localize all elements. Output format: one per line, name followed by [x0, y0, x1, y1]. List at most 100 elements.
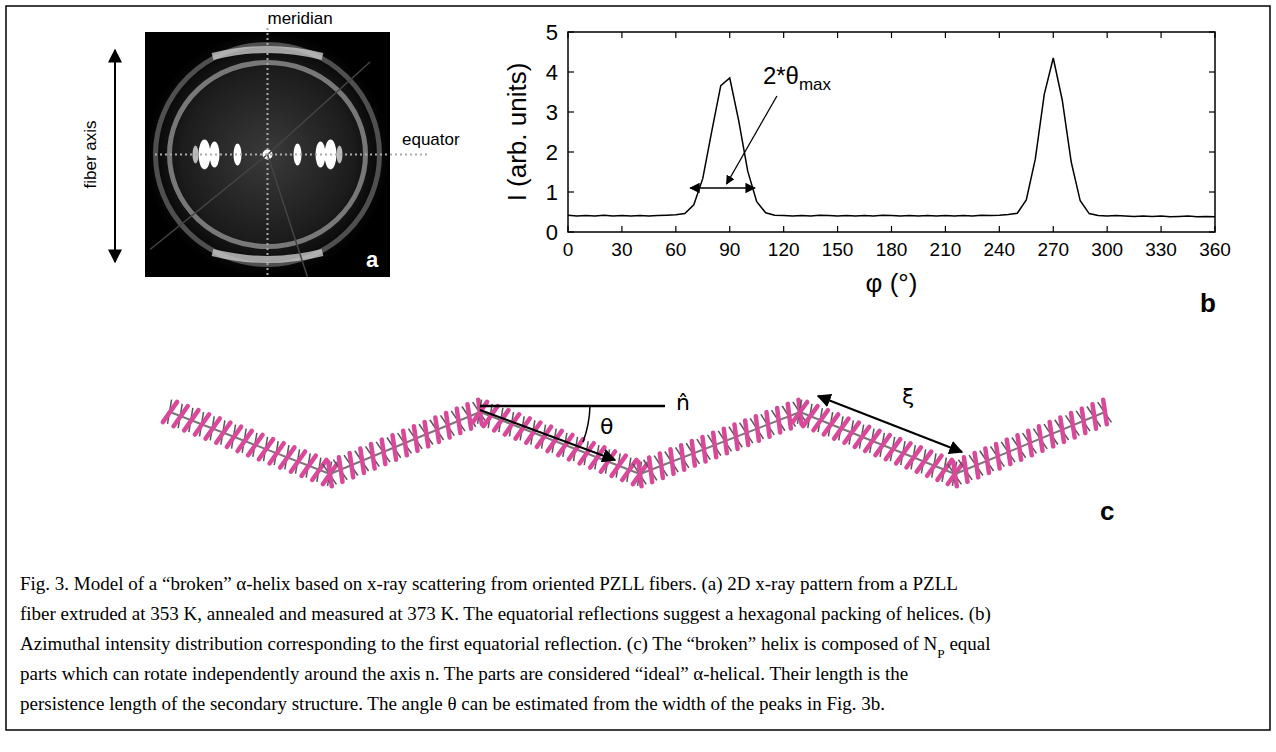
panel-letter: a: [366, 247, 379, 272]
y-tick-label: 3: [546, 100, 558, 125]
x-tick-label: 330: [1145, 239, 1177, 260]
x-tick: [999, 32, 1000, 38]
y-tick: [568, 191, 574, 192]
length-arrow: [818, 396, 962, 452]
helix-turn: [917, 452, 931, 472]
x-tick: [999, 226, 1000, 232]
helix-axis: [800, 412, 955, 474]
helix-turn: [724, 429, 727, 454]
caption-line: Azimuthal intensity distribution corresp…: [20, 633, 991, 661]
panel-letter: b: [1200, 288, 1216, 318]
caption-line: parts which can rotate independently aro…: [20, 663, 908, 684]
y-tick-label: 5: [546, 20, 558, 45]
helix-turn: [371, 444, 375, 468]
y-tick: [1209, 71, 1215, 72]
x-tick: [945, 32, 946, 38]
helix-turn: [1082, 409, 1086, 433]
angle-symbol: θ: [600, 414, 613, 439]
helix-turn: [713, 433, 716, 458]
helix-turn: [964, 457, 968, 481]
helix-turn: [280, 447, 294, 467]
helix-turn: [844, 423, 858, 443]
helix-turn: [195, 414, 209, 434]
helix-axis: [480, 412, 640, 474]
helix-turn: [906, 447, 920, 467]
helix-turn: [937, 460, 951, 480]
annotation-pointer: [727, 96, 777, 184]
x-tick: [729, 226, 730, 232]
helix-turn: [270, 443, 284, 463]
equator-line: [155, 154, 430, 156]
x-tick-label: 210: [930, 239, 962, 260]
annotation-text: 2*θmax: [763, 62, 832, 94]
x-tick-label: 30: [611, 239, 632, 260]
helix-turn: [590, 447, 604, 467]
helix-turn: [803, 406, 817, 426]
helix-turn: [414, 426, 418, 450]
helix-turn: [896, 443, 910, 463]
helix-turn: [622, 460, 636, 480]
helix-backbone: [952, 462, 956, 486]
caption-subscript: P: [937, 646, 944, 661]
helix-turn: [886, 439, 900, 459]
x-tick: [621, 32, 622, 38]
x-tick: [783, 32, 784, 38]
x-tick: [1160, 32, 1161, 38]
helix-turn: [660, 453, 663, 478]
x-axis-title: φ (°): [866, 268, 918, 298]
helix-turn: [248, 435, 262, 455]
plot-frame: [568, 32, 1215, 232]
helix-turn: [649, 458, 652, 483]
caption-run: persistence length of the secondary stru…: [20, 693, 885, 714]
helix-turn: [350, 453, 354, 477]
helix-turn: [537, 427, 551, 447]
helix-segment: [633, 400, 806, 487]
segment-arrow: [480, 410, 615, 460]
x-tick-label: 150: [822, 239, 854, 260]
y-tick: [568, 111, 574, 112]
y-tick-label: 1: [546, 180, 558, 205]
helix-turn: [467, 404, 471, 428]
x-tick-label: 240: [983, 239, 1015, 260]
axis-symbol: n̂: [676, 390, 690, 415]
x-tick: [675, 226, 676, 232]
helix-turn: [1028, 431, 1032, 455]
x-tick: [1160, 226, 1161, 232]
helix-turn: [1060, 417, 1064, 441]
panel-letter: c: [1100, 496, 1114, 526]
helix-turn: [670, 449, 673, 474]
helix-turn: [777, 408, 780, 433]
helix-turn: [834, 419, 848, 439]
helix-turn: [975, 453, 979, 477]
helix-turn: [681, 445, 684, 470]
helix-axis: [640, 412, 800, 474]
meridian-label: meridian: [268, 9, 333, 28]
beamstop-shadow: [268, 155, 308, 278]
x-tick: [837, 226, 838, 232]
figure-frame: [6, 6, 1270, 730]
helix-turn: [259, 439, 273, 459]
helix-turn: [312, 460, 326, 480]
equator-label: equator: [402, 130, 460, 149]
caption-run: parts which can rotate independently aro…: [20, 663, 908, 684]
helix-turn: [339, 457, 343, 481]
helix-turn: [813, 410, 827, 430]
length-symbol: ξ: [902, 384, 914, 409]
y-tick: [1209, 151, 1215, 152]
x-tick: [729, 32, 730, 38]
helix-turn: [953, 462, 957, 486]
helix-backbone: [328, 462, 332, 486]
helix-turn: [927, 456, 941, 476]
broken-helix: [163, 400, 1112, 487]
helix-turn: [745, 420, 748, 445]
helix-turn: [569, 439, 583, 459]
helix-turn: [580, 443, 594, 463]
helix-turn: [1071, 413, 1075, 437]
helix-turn: [638, 462, 641, 487]
helix-turn: [756, 416, 759, 441]
helix-turn: [302, 456, 316, 476]
caption-line: persistence length of the secondary stru…: [20, 693, 885, 714]
helix-turn: [875, 435, 889, 455]
x-tick: [891, 32, 892, 38]
caption-run: Fig. 3. Model of a “broken” α-helix base…: [20, 573, 958, 595]
